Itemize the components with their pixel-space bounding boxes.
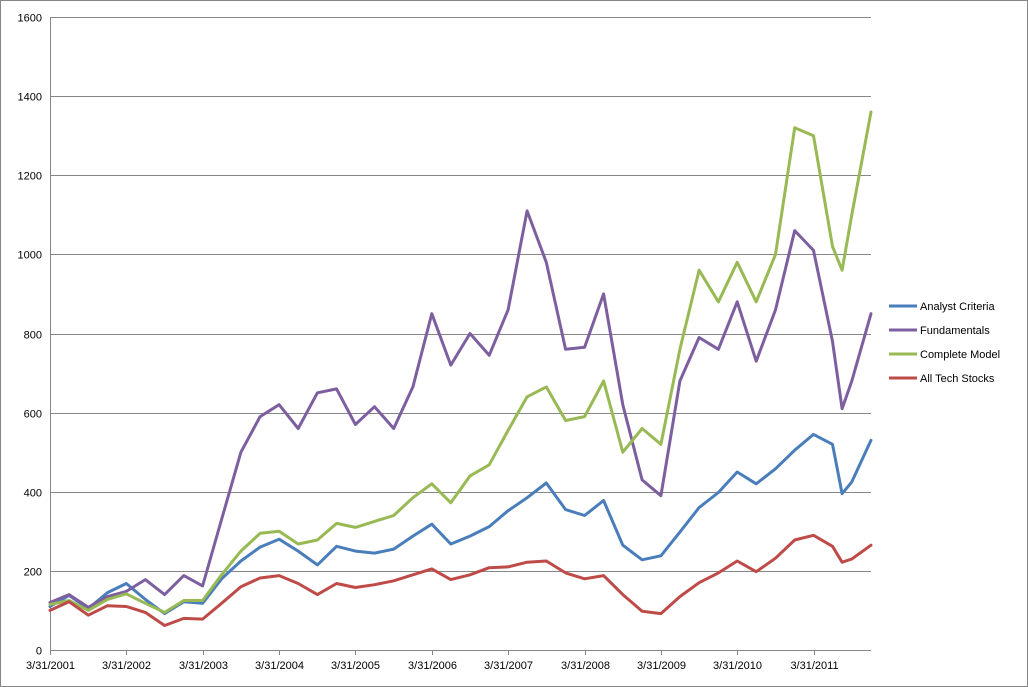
series-lines [48,110,873,627]
legend-label: Fundamentals [920,325,990,337]
x-tick-label: 3/31/2005 [331,660,380,672]
y-tick-label: 600 [24,409,42,421]
legend: Analyst Criteria Fundamentals Complete Mod… [889,301,1000,385]
series-line [48,110,873,614]
y-tick-label: 1000 [18,250,42,262]
series-line [48,432,873,616]
y-tick-label: 1200 [18,171,42,183]
x-tick-label: 3/31/2010 [713,660,762,672]
gridlines [50,17,871,572]
x-tick-label: 3/31/2006 [408,660,457,672]
legend-label: Complete Model [920,349,1000,361]
axes: 0 200 400 600 800 1000 1200 1400 1600 3/31/2001 3/… [18,13,871,672]
x-tick-label: 3/31/2007 [484,660,533,672]
x-tick-label: 3/31/2003 [179,660,228,672]
y-tick-label: 200 [24,567,42,579]
x-tick-label: 3/31/2004 [255,660,304,672]
x-tick-label: 3/31/2002 [102,660,151,672]
x-tick-label: 3/31/2001 [26,660,75,672]
x-tick-label: 3/31/2011 [790,660,838,672]
y-tick-label: 0 [36,646,42,658]
x-tick-label: 3/31/2008 [561,660,610,672]
y-tick-label: 800 [24,330,42,342]
series-line [48,209,873,609]
y-tick-label: 1600 [18,13,42,25]
x-tick-label: 3/31/2009 [637,660,686,672]
series-line [48,533,873,627]
legend-label: All Tech Stocks [920,373,995,385]
y-tick-label: 400 [24,488,42,500]
legend-label: Analyst Criteria [920,301,995,313]
y-tick-label: 1400 [18,92,42,104]
